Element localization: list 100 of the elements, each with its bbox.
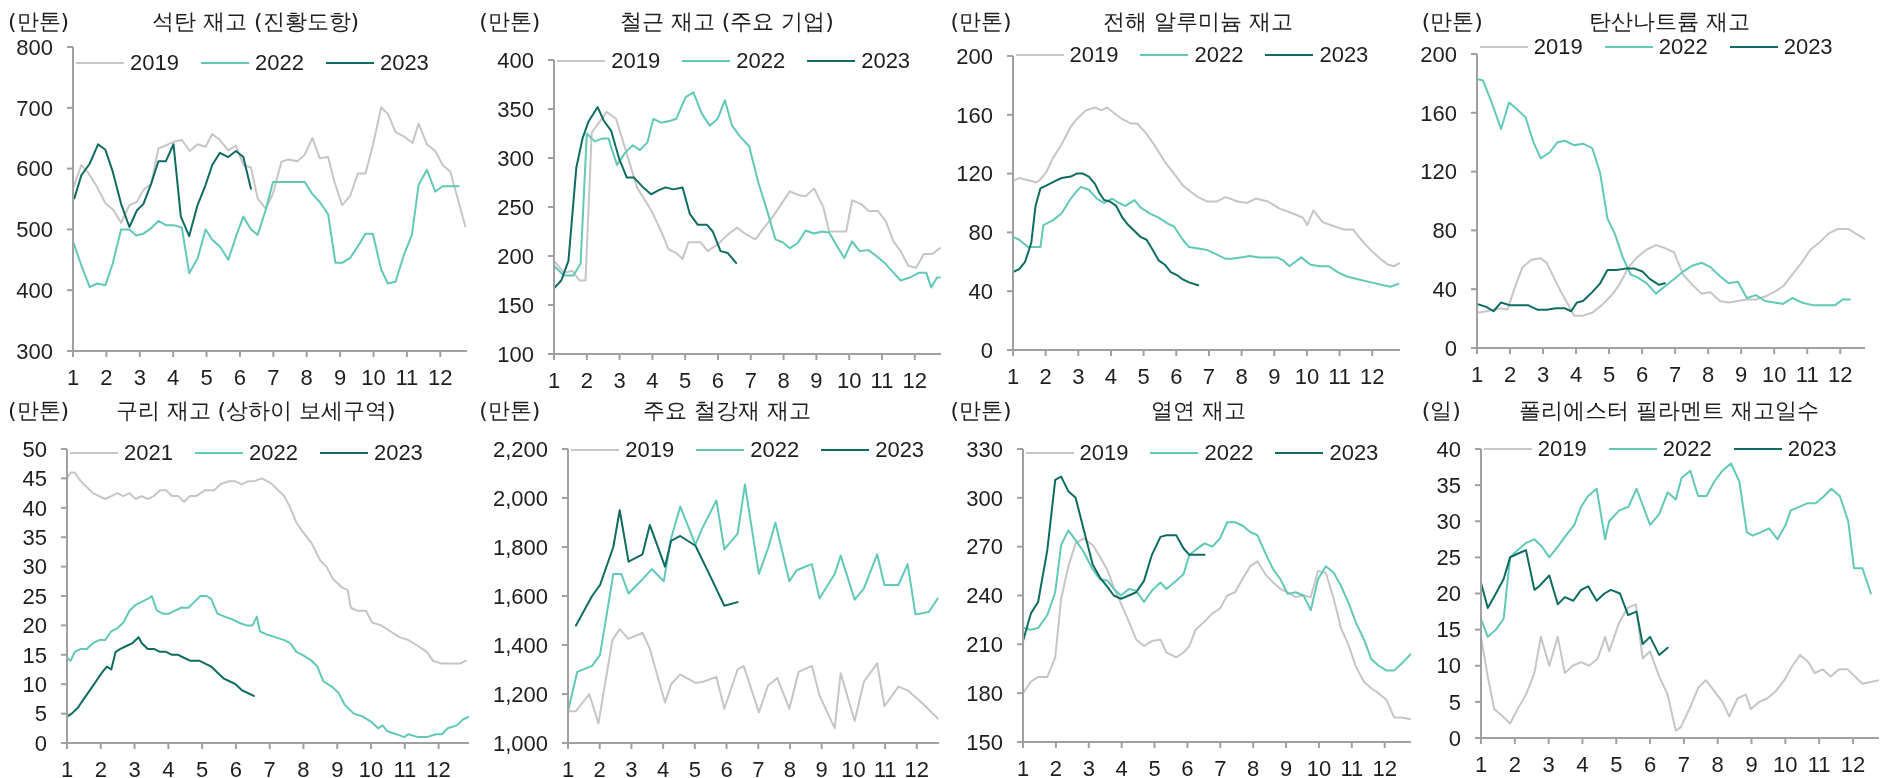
y-axis-title: (만톤): [1421, 8, 1483, 36]
y-tick-label: 250: [497, 194, 535, 220]
x-tick-label: 10: [361, 364, 386, 390]
legend-label: 2023: [875, 437, 925, 462]
y-tick-label: 300: [965, 485, 1003, 511]
legend-label: 2023: [1329, 440, 1379, 465]
y-axis-title: (만톤): [479, 397, 541, 425]
y-tick-label: 15: [22, 642, 47, 668]
legend-label: 2019: [130, 50, 179, 75]
x-tick-label: 6: [1643, 751, 1656, 777]
x-tick-label: 4: [1576, 751, 1589, 777]
x-tick-label: 6: [1169, 363, 1182, 389]
x-tick-label: 11: [1339, 755, 1363, 778]
x-tick-label: 11: [1327, 363, 1351, 389]
x-tick-label: 9: [815, 756, 829, 778]
chart-title: 석탄 재고 (진황도항): [152, 9, 360, 34]
x-tick-label: 6: [1180, 755, 1194, 778]
y-axis-title: (일): [1421, 397, 1461, 425]
x-tick-label: 2: [94, 756, 107, 778]
y-tick-label: 0: [1448, 725, 1461, 751]
x-tick-label: 2: [1503, 361, 1516, 387]
x-tick-label: 12: [428, 364, 453, 390]
x-tick-label: 3: [1542, 751, 1555, 777]
y-tick-label: 120: [955, 161, 993, 187]
y-tick-label: 160: [1420, 100, 1457, 126]
legend-label: 2021: [124, 440, 173, 465]
chart-title: 열연 재고: [1150, 398, 1246, 423]
line-series: [1022, 521, 1411, 672]
legend-label: 2019: [1069, 42, 1119, 67]
chart-title: 철근 재고 (주요 기업): [619, 9, 834, 34]
y-tick-label: 0: [1444, 335, 1457, 361]
x-tick-label: 9: [1279, 755, 1292, 778]
x-tick-label: 10: [1294, 363, 1319, 389]
x-tick-label: 1: [1470, 361, 1483, 387]
y-tick-label: 35: [22, 524, 47, 550]
y-tick-label: 20: [22, 613, 47, 639]
line-series: [1012, 172, 1199, 287]
x-tick-label: 7: [752, 756, 765, 778]
x-tick-label: 11: [873, 756, 897, 778]
y-tick-label: 15: [1436, 617, 1461, 643]
y-tick-label: 300: [497, 145, 535, 171]
y-tick-label: 30: [1436, 508, 1461, 534]
y-tick-label: 0: [34, 730, 47, 756]
y-axis-title: (만톤): [950, 8, 1012, 36]
x-tick-label: 8: [1246, 755, 1259, 778]
x-tick-label: 4: [1115, 755, 1128, 778]
x-tick-label: 9: [1734, 361, 1748, 387]
y-tick-label: 50: [22, 436, 47, 462]
y-tick-label: 25: [22, 583, 47, 609]
x-tick-label: 7: [1668, 361, 1681, 387]
x-tick-label: 10: [841, 756, 866, 778]
x-tick-label: 4: [646, 367, 659, 393]
x-tick-label: 11: [393, 756, 417, 778]
x-tick-label: 9: [1267, 363, 1280, 389]
x-tick-label: 8: [300, 364, 313, 390]
y-tick-label: 80: [968, 220, 993, 246]
line-series: [1480, 549, 1669, 656]
y-tick-label: 180: [965, 680, 1003, 706]
x-tick-label: 6: [712, 367, 725, 393]
x-tick-label: 3: [133, 364, 146, 390]
x-tick-label: 12: [426, 756, 451, 778]
x-tick-label: 1: [60, 756, 74, 778]
line-series: [67, 636, 255, 718]
legend-label: 2023: [379, 50, 429, 75]
x-tick-label: 12: [1371, 755, 1397, 778]
legend-label: 2022: [736, 48, 786, 73]
legend-label: 2019: [1537, 436, 1587, 461]
line-series: [1480, 462, 1872, 638]
legend-label: 2019: [1079, 440, 1129, 465]
x-tick-label: 10: [837, 367, 862, 393]
x-tick-label: 4: [657, 756, 670, 778]
y-tick-label: 1,000: [493, 730, 549, 756]
x-tick-label: 8: [784, 756, 797, 778]
line-series: [1476, 267, 1666, 313]
y-tick-label: 5: [34, 701, 47, 727]
x-tick-label: 9: [331, 756, 344, 778]
x-tick-label: 3: [613, 367, 626, 393]
legend-label: 2022: [1658, 34, 1708, 59]
y-tick-label: 5: [1448, 689, 1461, 715]
x-tick-label: 2: [1039, 363, 1052, 389]
y-tick-label: 40: [968, 278, 993, 304]
y-tick-label: 1,600: [493, 583, 549, 609]
legend-label: 2023: [861, 48, 911, 73]
y-tick-label: 500: [16, 217, 53, 243]
line-series: [568, 628, 939, 730]
y-tick-label: 2,200: [493, 436, 549, 462]
x-tick-label: 11: [395, 364, 419, 390]
y-axis-title: (만톤): [8, 397, 70, 425]
x-tick-label: 12: [1840, 751, 1865, 777]
y-tick-label: 350: [497, 96, 535, 122]
x-tick-label: 9: [1745, 751, 1758, 777]
line-series: [575, 509, 739, 627]
line-series: [1476, 77, 1851, 307]
x-tick-label: 2: [100, 364, 113, 390]
x-tick-label: 3: [625, 756, 638, 778]
y-tick-label: 10: [22, 671, 47, 697]
x-tick-label: 11: [1795, 361, 1819, 387]
x-tick-label: 4: [1569, 361, 1582, 387]
x-tick-label: 6: [1635, 361, 1648, 387]
line-series: [1022, 537, 1411, 721]
